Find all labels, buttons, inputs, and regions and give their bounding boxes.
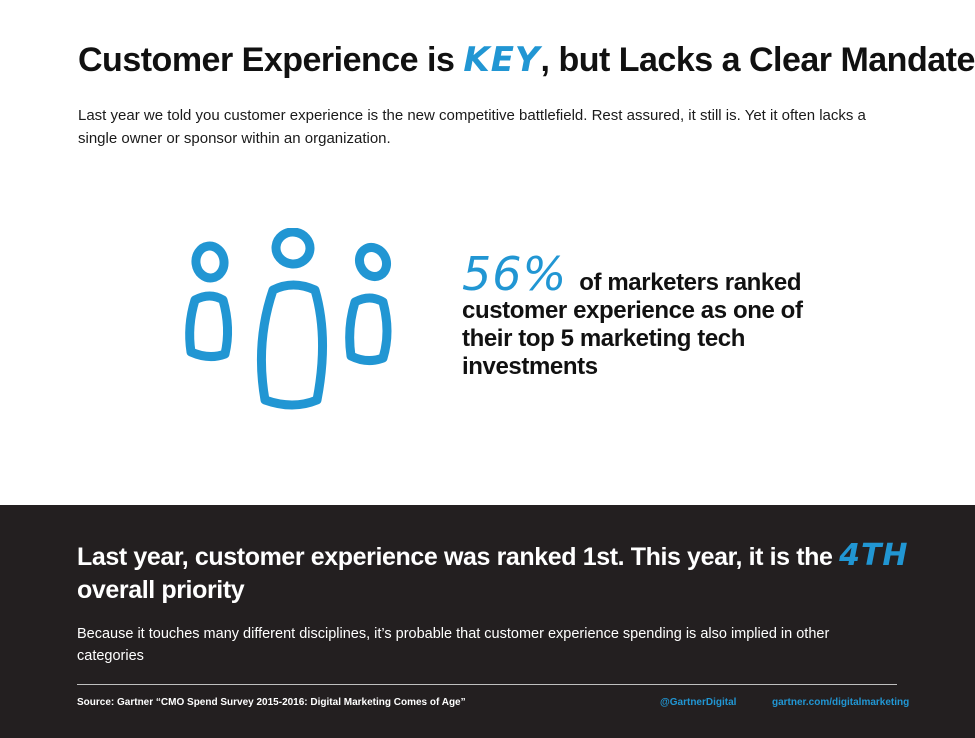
website-link[interactable]: gartner.com/digitalmarketing — [772, 697, 910, 708]
priority-headline: Last year, customer experience was ranke… — [77, 539, 937, 607]
page-title: Customer Experience is KEY, but Lacks a … — [78, 40, 975, 80]
title-highlight: KEY — [463, 40, 541, 80]
title-after: , but Lacks a Clear Mandate — [540, 41, 975, 79]
top-section: Customer Experience is KEY, but Lacks a … — [78, 40, 975, 410]
twitter-handle-link[interactable]: @GartnerDigital — [660, 697, 737, 708]
title-before: Customer Experience is — [78, 41, 455, 79]
priority-highlight: 4TH — [839, 538, 909, 573]
stat-value: 56% — [462, 247, 568, 301]
priority-headline-text: Last year, customer experience was ranke… — [77, 543, 833, 571]
priority-band: Last year, customer experience was ranke… — [0, 505, 975, 738]
people-group-icon — [185, 228, 392, 410]
stat-text: of marketers ranked customer experience … — [462, 269, 803, 380]
source-citation: Source: Gartner “CMO Spend Survey 2015-2… — [77, 697, 466, 708]
priority-subtext: Because it touches many different discip… — [77, 626, 830, 664]
priority-headline-end: overall priority — [77, 576, 245, 604]
footer-divider — [77, 684, 897, 685]
stat-callout: 56% of marketers ranked customer experien… — [462, 251, 842, 381]
intro-paragraph: Last year we told you customer experienc… — [78, 107, 866, 147]
